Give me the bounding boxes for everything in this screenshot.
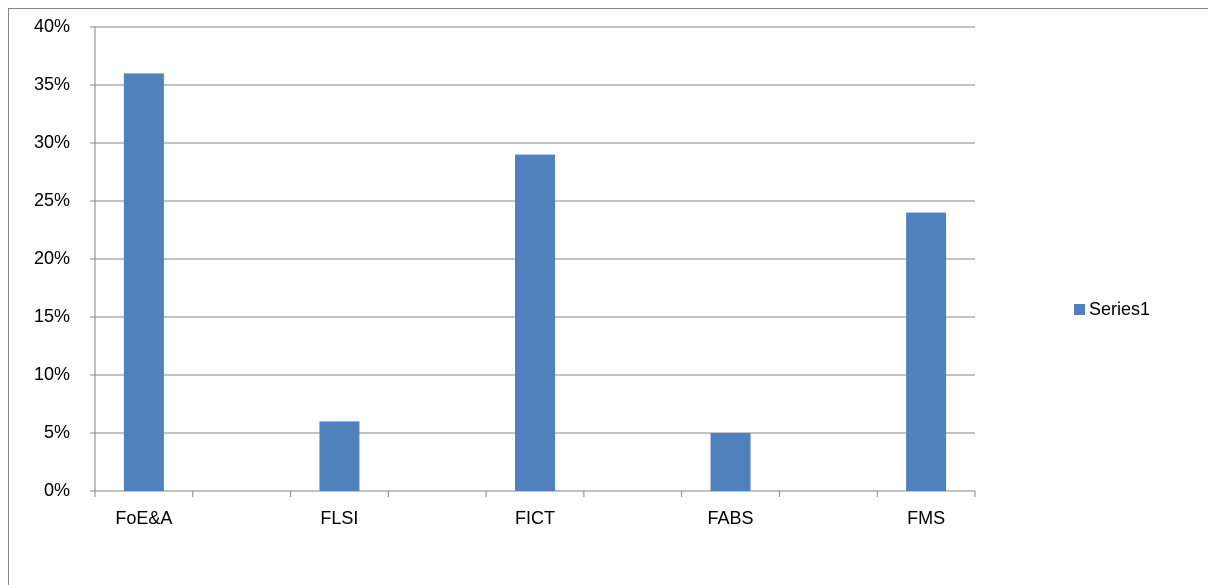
y-tick-label: 0% <box>44 480 70 500</box>
x-tick-label: FABS <box>708 508 754 528</box>
y-tick-label: 30% <box>34 132 70 152</box>
x-tick-label: FMS <box>907 508 945 528</box>
bar <box>515 154 555 491</box>
y-tick-label: 35% <box>34 74 70 94</box>
x-tick-label: FLSI <box>320 508 358 528</box>
bar <box>906 212 947 491</box>
y-tick-label: 5% <box>44 422 70 442</box>
bar <box>319 421 360 491</box>
y-tick-label: 10% <box>34 364 70 384</box>
legend-label: Series1 <box>1089 299 1150 319</box>
y-tick-label: 15% <box>34 306 70 326</box>
bar <box>710 433 751 491</box>
y-tick-label: 20% <box>34 248 70 268</box>
chart-frame <box>8 8 1208 585</box>
legend-swatch <box>1074 304 1085 315</box>
y-tick-label: 25% <box>34 190 70 210</box>
bar <box>123 73 164 492</box>
y-tick-label: 40% <box>34 16 70 36</box>
x-tick-label: FoE&A <box>115 508 172 528</box>
x-tick-label: FICT <box>515 508 555 528</box>
